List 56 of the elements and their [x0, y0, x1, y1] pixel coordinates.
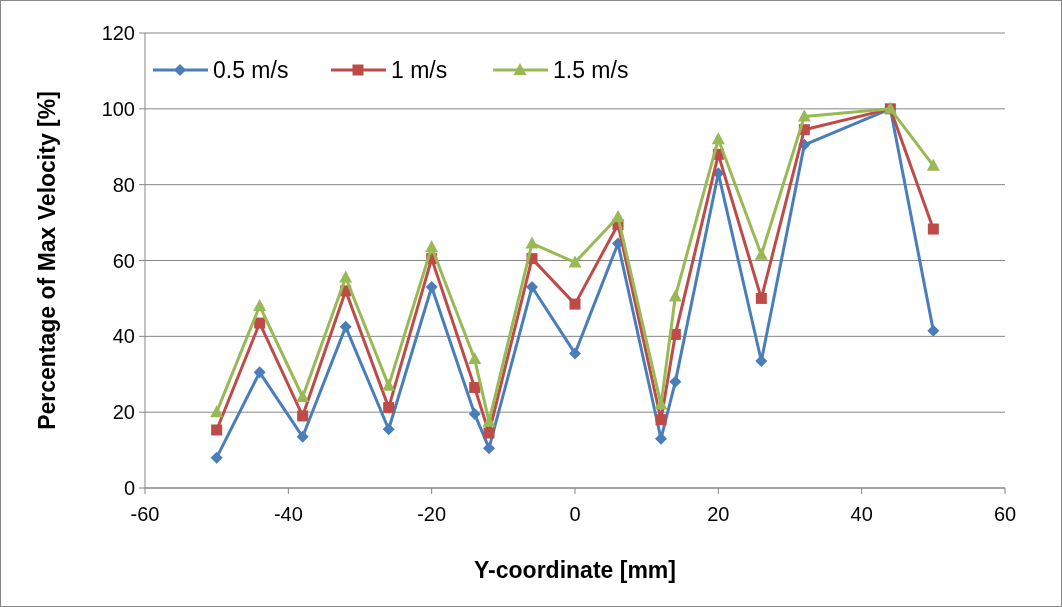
point	[668, 289, 682, 302]
point	[569, 347, 581, 360]
point	[210, 451, 223, 464]
legend-label: 0.5 m/s	[213, 57, 289, 84]
point	[926, 158, 940, 171]
legend-label: 1 m/s	[391, 57, 448, 84]
x-tick-label: -60	[130, 503, 160, 525]
point	[669, 375, 682, 388]
point	[483, 427, 495, 439]
point	[210, 405, 224, 418]
point	[296, 430, 309, 443]
point	[297, 410, 309, 422]
point	[655, 414, 667, 426]
y-tick-label: 20	[112, 401, 135, 424]
y-tick-label: 0	[123, 477, 135, 499]
point	[339, 320, 352, 333]
x-axis-title: Y-coordinate [mm]	[474, 557, 676, 583]
point	[383, 402, 395, 414]
legend-label: 1.5 m/s	[553, 57, 629, 84]
y-tick-label: 80	[112, 173, 135, 196]
y-tick-label: 60	[112, 249, 135, 272]
point	[568, 255, 582, 268]
point	[469, 382, 481, 394]
point	[296, 390, 310, 402]
point	[569, 298, 581, 310]
point	[755, 292, 767, 304]
x-tick-label: 0	[569, 503, 581, 525]
y-tick-label: 100	[101, 97, 135, 120]
point	[611, 209, 625, 222]
point	[797, 109, 811, 122]
point	[382, 423, 395, 436]
x-tick-label: 40	[850, 503, 873, 525]
x-tick-label: -40	[273, 503, 303, 525]
point	[468, 352, 482, 365]
point	[253, 366, 266, 379]
point	[468, 408, 481, 421]
x-tick-label: 60	[993, 503, 1017, 525]
y-tick-label: 120	[101, 22, 135, 44]
point	[253, 299, 267, 311]
point	[526, 281, 538, 294]
point	[425, 240, 439, 253]
point	[211, 424, 223, 436]
point	[754, 247, 768, 260]
x-tick-label: -20	[417, 503, 447, 525]
point	[927, 324, 940, 337]
point	[254, 317, 266, 329]
x-tick-label: 20	[707, 503, 730, 525]
point	[425, 281, 438, 294]
y-axis-title: Percentage of Max Velocity [%]	[34, 91, 60, 430]
point	[339, 270, 353, 283]
y-tick-label: 40	[112, 325, 135, 348]
point	[382, 378, 396, 391]
point	[711, 132, 725, 145]
point	[483, 442, 495, 455]
point	[927, 223, 939, 235]
point	[525, 236, 539, 249]
